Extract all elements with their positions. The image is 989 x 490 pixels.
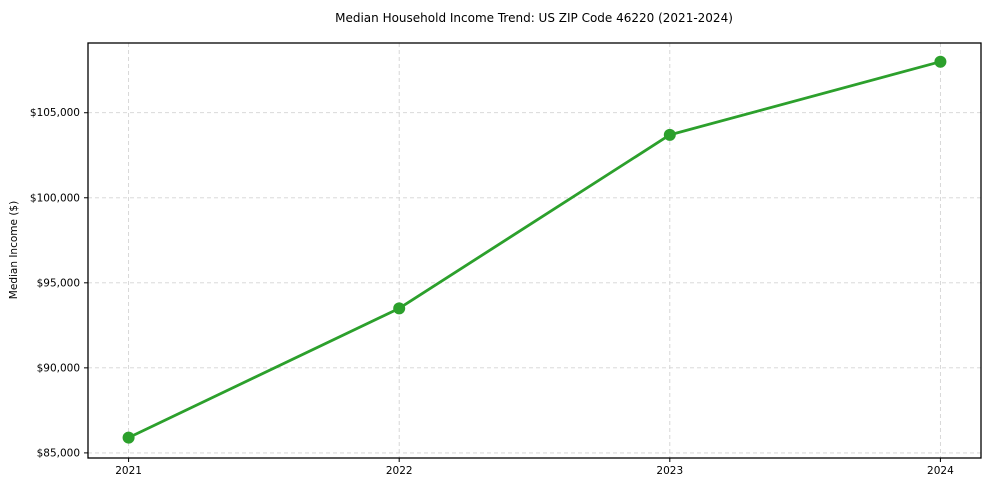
- x-tick-label: 2024: [927, 465, 954, 477]
- tick-layer: [84, 112, 941, 462]
- y-tick-label: $90,000: [37, 362, 80, 374]
- y-tick-label: $85,000: [37, 447, 80, 459]
- grid-layer: [88, 43, 981, 458]
- y-tick-label: $95,000: [37, 277, 80, 289]
- data-point: [934, 55, 947, 68]
- data-point: [393, 302, 406, 315]
- x-tick-label: 2022: [386, 465, 413, 477]
- data-point: [663, 128, 676, 141]
- tick-label-layer: $85,000 $90,000 $95,000 $100,000 $105,000 202…: [30, 107, 954, 477]
- data-point: [122, 431, 135, 444]
- y-tick-label: $100,000: [30, 192, 80, 204]
- y-axis-label: Median Income ($): [8, 201, 20, 299]
- series-layer: [122, 55, 947, 444]
- trend-line: [127, 60, 942, 439]
- chart-title: Median Household Income Trend: US ZIP Co…: [335, 11, 733, 25]
- plot-area-border: [87, 42, 982, 459]
- y-tick-label: $105,000: [30, 107, 80, 119]
- x-tick-label: 2023: [656, 465, 683, 477]
- x-tick-label: 2021: [115, 465, 142, 477]
